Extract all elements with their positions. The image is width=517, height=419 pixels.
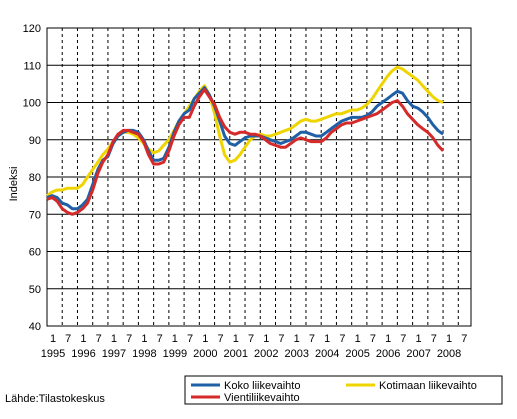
y-tick-label: 40: [29, 321, 41, 333]
y-tick-label: 90: [29, 135, 41, 147]
x-tick-month-label: 1: [446, 333, 452, 345]
x-tick-month-label: 7: [400, 333, 406, 345]
x-tick-year-label: 2002: [254, 348, 278, 360]
x-tick-month-label: 7: [65, 333, 71, 345]
x-tick-year-label: 2000: [193, 348, 217, 360]
x-tick-month-label: 7: [157, 333, 163, 345]
x-tick-month-label: 7: [96, 333, 102, 345]
legend-label-kotimaan: Kotimaan liikevaihto: [379, 380, 477, 392]
x-tick-month-label: 1: [233, 333, 239, 345]
source-note: Lähde:Tilastokeskus: [5, 393, 105, 405]
x-tick-month-label: 7: [339, 333, 345, 345]
series-line-vienti: [46, 88, 445, 216]
x-tick-month-label: 1: [263, 333, 269, 345]
y-tick-label: 100: [23, 98, 41, 110]
x-tick-month-label: 7: [278, 333, 284, 345]
x-tick-month-label: 1: [416, 333, 422, 345]
x-tick-month-label: 7: [187, 333, 193, 345]
y-tick-label: 110: [23, 60, 41, 72]
x-tick-month-label: 1: [111, 333, 117, 345]
x-tick-month-label: 7: [461, 333, 467, 345]
x-tick-month-label: 7: [126, 333, 132, 345]
x-tick-year-label: 1999: [163, 348, 187, 360]
x-tick-year-label: 1995: [41, 348, 65, 360]
x-tick-year-label: 2006: [376, 348, 400, 360]
legend-label-vienti: Vientiliikevaihto: [224, 392, 300, 404]
x-tick-month-label: 7: [248, 333, 254, 345]
y-tick-label: 120: [23, 23, 41, 35]
x-tick-month-label: 1: [80, 333, 86, 345]
series-lines: [46, 65, 445, 216]
x-tick-year-label: 2007: [406, 348, 430, 360]
x-tick-month-label: 1: [172, 333, 178, 345]
y-tick-label: 50: [29, 284, 41, 296]
x-tick-month-label: 7: [431, 333, 437, 345]
x-tick-month-label: 1: [50, 333, 56, 345]
x-tick-month-label: 1: [294, 333, 300, 345]
x-tick-year-label: 1998: [132, 348, 156, 360]
x-tick-year-label: 2004: [315, 348, 339, 360]
legend-label-koko: Koko liikevaihto: [224, 380, 300, 392]
x-tick-month-label: 1: [202, 333, 208, 345]
x-tick-year-label: 2001: [224, 348, 248, 360]
x-tick-month-label: 7: [370, 333, 376, 345]
x-tick-month-label: 1: [355, 333, 361, 345]
x-tick-month-label: 7: [309, 333, 315, 345]
y-axis-tick-labels: 40 50 60 70 80 90 100 110 120: [23, 23, 41, 333]
x-tick-month-label: 1: [141, 333, 147, 345]
x-tick-month-label: 7: [218, 333, 224, 345]
y-tick-label: 60: [29, 247, 41, 259]
x-tick-month-label: 1: [385, 333, 391, 345]
x-tick-year-label: 2008: [437, 348, 461, 360]
y-tick-label: 70: [29, 209, 41, 221]
plot-area: [46, 27, 472, 327]
x-tick-year-label: 1996: [71, 348, 95, 360]
x-tick-year-label: 2005: [345, 348, 369, 360]
x-tick-month-label: 1: [324, 333, 330, 345]
legend: Koko liikevaihto Vientiliikevaihto Kotim…: [184, 375, 503, 405]
legend-box: [184, 375, 503, 405]
x-tick-year-label: 2003: [284, 348, 308, 360]
x-tick-year-label: 1997: [102, 348, 126, 360]
y-tick-label: 80: [29, 172, 41, 184]
y-axis-label: Indeksi: [8, 167, 20, 202]
